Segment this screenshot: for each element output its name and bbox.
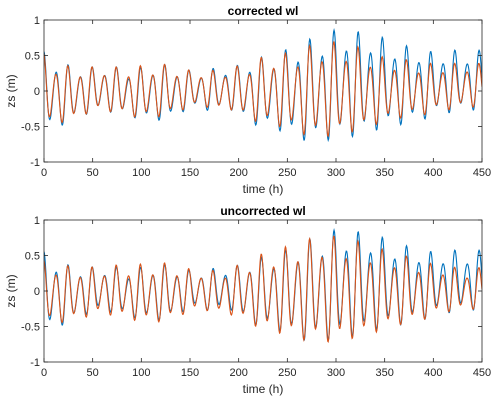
series-group bbox=[44, 227, 482, 344]
y-tick-label: -1 bbox=[30, 357, 40, 369]
x-tick-label: 400 bbox=[424, 367, 442, 379]
x-tick-label: 200 bbox=[229, 167, 247, 179]
plot-area bbox=[44, 20, 482, 162]
y-axis-label: zs (m) bbox=[4, 274, 18, 307]
y-tick-label: 0 bbox=[34, 286, 40, 298]
series-group bbox=[44, 27, 482, 143]
y-tick-label: 0 bbox=[34, 86, 40, 98]
x-tick-label: 0 bbox=[41, 367, 47, 379]
chart-title: uncorrected wl bbox=[220, 204, 305, 218]
series-line-2 bbox=[44, 235, 482, 344]
x-tick-label: 350 bbox=[375, 167, 393, 179]
y-tick-label: 0.5 bbox=[25, 251, 40, 263]
chart-title: corrected wl bbox=[228, 4, 299, 18]
x-tick-label: 300 bbox=[327, 167, 345, 179]
x-tick-label: 250 bbox=[278, 367, 296, 379]
x-tick-label: 250 bbox=[278, 167, 296, 179]
x-tick-label: 50 bbox=[87, 167, 99, 179]
y-tick-label: 1 bbox=[34, 15, 40, 27]
x-tick-label: 450 bbox=[473, 367, 491, 379]
x-axis-label: time (h) bbox=[243, 182, 284, 196]
x-tick-label: 150 bbox=[181, 367, 199, 379]
y-tick-label: -1 bbox=[30, 157, 40, 169]
subplot-uncorrected: 0 50 100 150 200 250 300 350 400 450 -1 -0.5 0 0.5 1 un… bbox=[4, 204, 491, 396]
y-tick-label: 1 bbox=[34, 215, 40, 227]
x-tick-label: 400 bbox=[424, 167, 442, 179]
x-tick-label: 50 bbox=[87, 367, 99, 379]
series-line-2 bbox=[44, 41, 482, 138]
x-tick-label: 0 bbox=[41, 167, 47, 179]
x-axis-label: time (h) bbox=[243, 382, 284, 396]
x-tick-label: 150 bbox=[181, 167, 199, 179]
plot-area bbox=[44, 220, 482, 362]
y-axis-label: zs (m) bbox=[4, 74, 18, 107]
x-tick-label: 450 bbox=[473, 167, 491, 179]
x-tick-label: 300 bbox=[327, 367, 345, 379]
y-tick-label: -0.5 bbox=[21, 122, 40, 134]
y-tick-label: -0.5 bbox=[21, 322, 40, 334]
x-tick-label: 100 bbox=[132, 367, 150, 379]
x-tick-label: 200 bbox=[229, 367, 247, 379]
subplot-corrected: 0 50 100 150 200 250 300 350 400 450 -1 -0.5 0 0.5 1 co… bbox=[4, 4, 491, 196]
y-tick-label: 0.5 bbox=[25, 51, 40, 63]
x-tick-label: 100 bbox=[132, 167, 150, 179]
x-tick-label: 350 bbox=[375, 367, 393, 379]
